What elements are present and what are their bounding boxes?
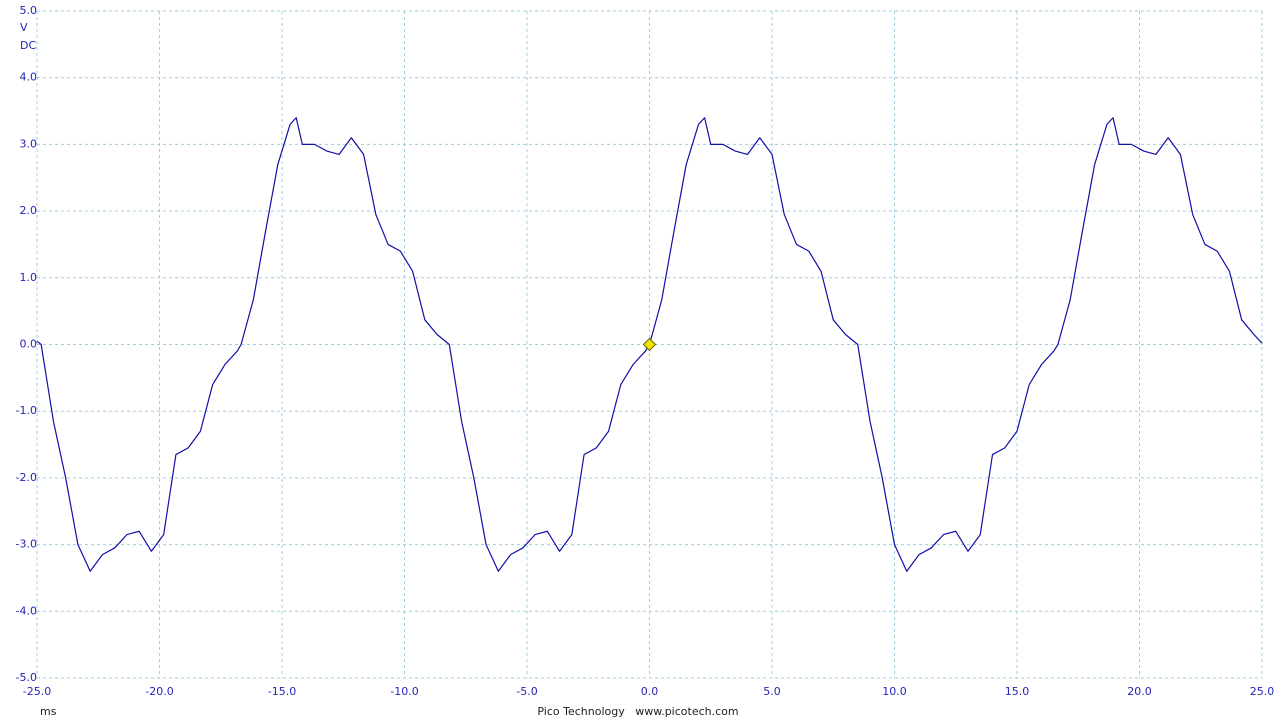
x-tick-label: 25.0 — [1250, 685, 1275, 698]
x-tick-label: -15.0 — [268, 685, 296, 698]
y-tick-label: -5.0 — [16, 671, 37, 684]
x-tick-label: -10.0 — [390, 685, 418, 698]
y-tick-label: -4.0 — [16, 604, 37, 617]
x-tick-label: -5.0 — [516, 685, 537, 698]
x-tick-label: -25.0 — [23, 685, 51, 698]
y-tick-label: 1.0 — [20, 271, 38, 284]
x-tick-label: 20.0 — [1127, 685, 1152, 698]
footer: Pico Technology www.picotech.com — [537, 705, 738, 718]
y-tick-label: 0.0 — [20, 338, 38, 351]
coupling: DC — [20, 39, 36, 52]
x-tick-label: 10.0 — [882, 685, 907, 698]
x-tick-label: 5.0 — [763, 685, 781, 698]
y-tick-label: 3.0 — [20, 137, 38, 150]
y-tick-label: -3.0 — [16, 538, 37, 551]
y-unit: V — [20, 21, 28, 34]
x-tick-label: 15.0 — [1005, 685, 1030, 698]
x-unit: ms — [40, 705, 57, 718]
trigger-marker — [642, 337, 657, 352]
y-tick-label: 5.0 — [20, 4, 38, 17]
y-tick-label: 4.0 — [20, 71, 38, 84]
y-tick-label: -1.0 — [16, 404, 37, 417]
x-tick-label: 0.0 — [641, 685, 659, 698]
x-tick-label: -20.0 — [145, 685, 173, 698]
y-tick-label: -2.0 — [16, 471, 37, 484]
y-tick-label: 2.0 — [20, 204, 38, 217]
